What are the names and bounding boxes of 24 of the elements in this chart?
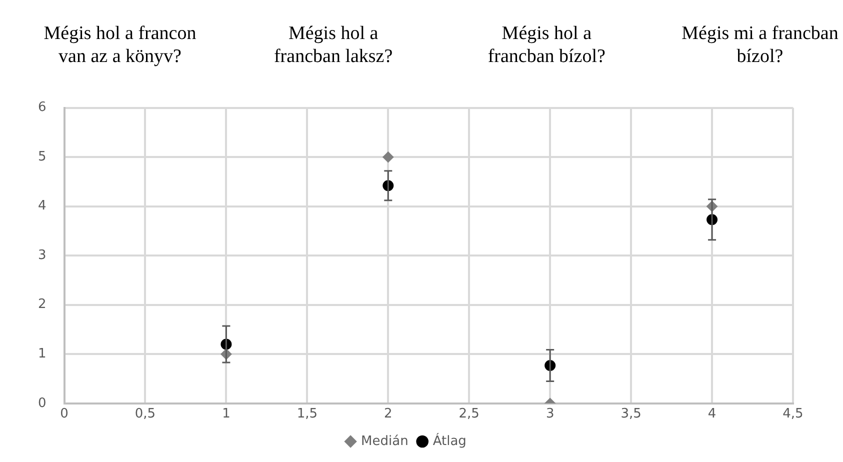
x-tick-label: 0,5 xyxy=(134,406,156,422)
legend-label: Medián xyxy=(361,434,408,449)
y-tick-label: 5 xyxy=(38,149,46,164)
y-tick-label: 2 xyxy=(38,297,46,312)
legend-label: Átlag xyxy=(432,432,466,449)
text: Mégis hol a francban laksz? xyxy=(272,22,394,68)
y-tick-label: 3 xyxy=(38,248,46,263)
x-tick-label: 4,5 xyxy=(782,406,804,422)
x-tick-label: 2,5 xyxy=(458,406,480,422)
x-tick-label: 4 xyxy=(708,406,716,422)
y-tick-label: 0 xyxy=(38,396,46,411)
y-tick-label: 4 xyxy=(38,198,46,214)
x-tick-label: 3,5 xyxy=(620,406,642,422)
text: Mégis mi a francban bízol? xyxy=(680,22,840,68)
y-tick-label: 6 xyxy=(38,100,46,116)
x-tick-label: 2 xyxy=(384,406,392,422)
x-tick-label: 1,5 xyxy=(296,406,318,422)
text: Mégis hol a francon van az a könyv? xyxy=(42,22,198,68)
x-tick-label: 1 xyxy=(222,406,230,422)
y-tick-label: 1 xyxy=(38,346,46,362)
text: Mégis hol a francban bízol? xyxy=(486,22,606,68)
point xyxy=(382,152,394,163)
x-tick-label: 0 xyxy=(60,406,68,422)
x-tick-label: 3 xyxy=(546,406,554,422)
